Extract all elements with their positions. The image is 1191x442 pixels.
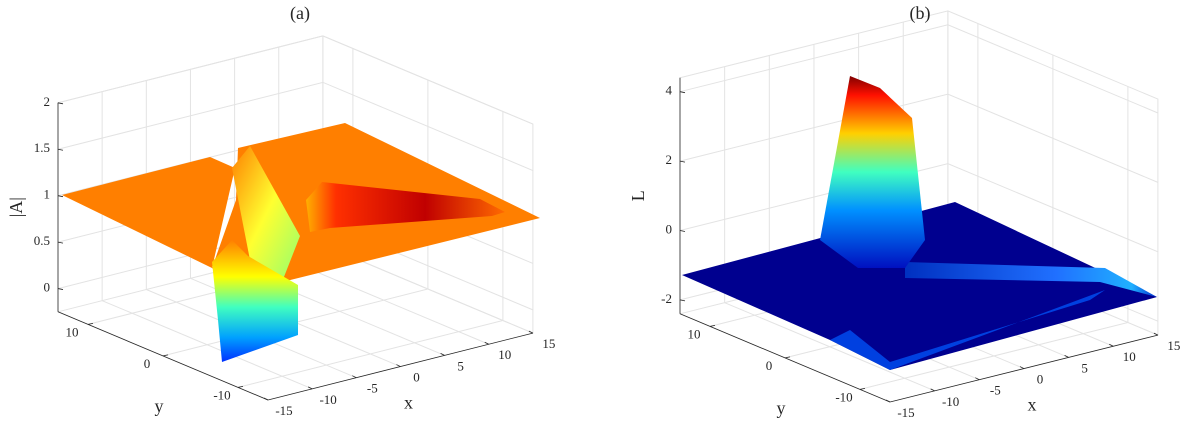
tick-mark	[352, 375, 357, 379]
tick-mark	[162, 354, 169, 357]
surface-ridge	[905, 262, 1157, 297]
x-tick-label: 10	[498, 347, 511, 362]
surface-a	[62, 123, 540, 362]
y-tick-label: 0	[144, 356, 151, 371]
z-axis-label: L	[628, 190, 648, 201]
y-tick-label: 0	[766, 358, 773, 373]
surface-spike	[820, 76, 925, 268]
tick-mark	[679, 91, 686, 94]
tick-mark	[859, 388, 866, 390]
x-axis-label: x	[404, 393, 413, 413]
z-tick-label: 1	[44, 187, 51, 202]
grid-line	[189, 69, 401, 368]
tick-mark	[440, 353, 445, 356]
tick-mark	[1019, 366, 1025, 369]
x-tick-label: 15	[542, 336, 555, 351]
y-axis-label: y	[777, 398, 786, 418]
tick-mark	[57, 288, 64, 290]
tick-mark	[57, 195, 64, 198]
tick-mark	[1153, 332, 1159, 336]
tick-mark	[57, 102, 64, 105]
y-tick-label: 10	[66, 324, 79, 339]
tick-mark	[709, 325, 716, 327]
z-tick-label: 1.5	[34, 140, 50, 155]
y-tick-label: 10	[688, 326, 701, 341]
grid-line	[724, 66, 935, 392]
z-tick-label: 0	[666, 221, 673, 236]
x-axis-label: x	[1027, 395, 1036, 415]
x-axis	[889, 334, 1158, 403]
y-axis-label: y	[155, 396, 164, 416]
x-tick-label: 15	[1167, 338, 1180, 353]
y-axis	[57, 311, 269, 401]
z-axis-label: |A|	[6, 197, 26, 217]
tick-mark	[528, 330, 534, 334]
x-tick-label: 0	[1037, 372, 1044, 387]
grid-line	[145, 80, 357, 379]
x-tick-label: -10	[942, 394, 959, 409]
surface-sheet	[682, 202, 1157, 370]
tick-mark	[930, 388, 935, 392]
z-tick-label: -2	[661, 291, 672, 306]
y-tick-label: -10	[835, 389, 852, 404]
z-tick-label: 0	[44, 280, 51, 295]
x-tick-label: -15	[275, 403, 292, 418]
tick-mark	[484, 341, 489, 345]
x-tick-label: -15	[897, 405, 914, 420]
z-tick-label: 4	[666, 83, 673, 98]
tick-mark	[307, 386, 313, 390]
y-axis	[679, 313, 891, 403]
z-tick-label: 2	[44, 94, 51, 109]
tick-mark	[784, 356, 791, 359]
tick-mark	[87, 323, 94, 325]
x-tick-label: -10	[319, 392, 336, 407]
y-tick-label: -10	[213, 387, 230, 402]
tick-mark	[237, 386, 244, 388]
grid-line	[679, 93, 1159, 183]
x-tick-label: 10	[1123, 349, 1136, 364]
z-tick-label: 2	[666, 152, 673, 167]
grid-line	[101, 91, 313, 390]
x-tick-label: -5	[990, 383, 1001, 398]
x-tick-label: 0	[413, 370, 420, 385]
tick-mark	[679, 230, 686, 232]
chart-title: (b)	[910, 3, 931, 24]
z-tick-label: 0.5	[34, 233, 50, 248]
grid-line	[57, 35, 534, 125]
tick-mark	[1064, 355, 1069, 358]
surface-ridge	[306, 182, 505, 232]
x-tick-label: 5	[457, 358, 464, 373]
tick-mark	[57, 148, 64, 151]
tick-mark	[679, 299, 686, 302]
x-tick-label: 5	[1081, 360, 1088, 375]
tick-mark	[1109, 343, 1114, 347]
surface-b	[682, 76, 1157, 370]
grid-line	[237, 111, 504, 388]
axis-layer: 0 0.5 1 1.5 2 -15 -10 -5 0 5 10 15 -10 0 10 x y |A| (a) -2 0…	[6, 3, 1180, 420]
x-tick-label: -5	[367, 381, 378, 396]
chart-title: (a)	[290, 3, 310, 24]
surface-dip	[212, 240, 298, 362]
grid-line	[859, 86, 1129, 390]
tick-mark	[679, 160, 686, 163]
tick-mark	[975, 377, 980, 381]
tick-mark	[57, 241, 64, 244]
surface-sheet	[62, 157, 235, 268]
tick-mark	[396, 364, 401, 367]
surface-transition	[232, 146, 300, 282]
x-axis	[267, 332, 533, 401]
